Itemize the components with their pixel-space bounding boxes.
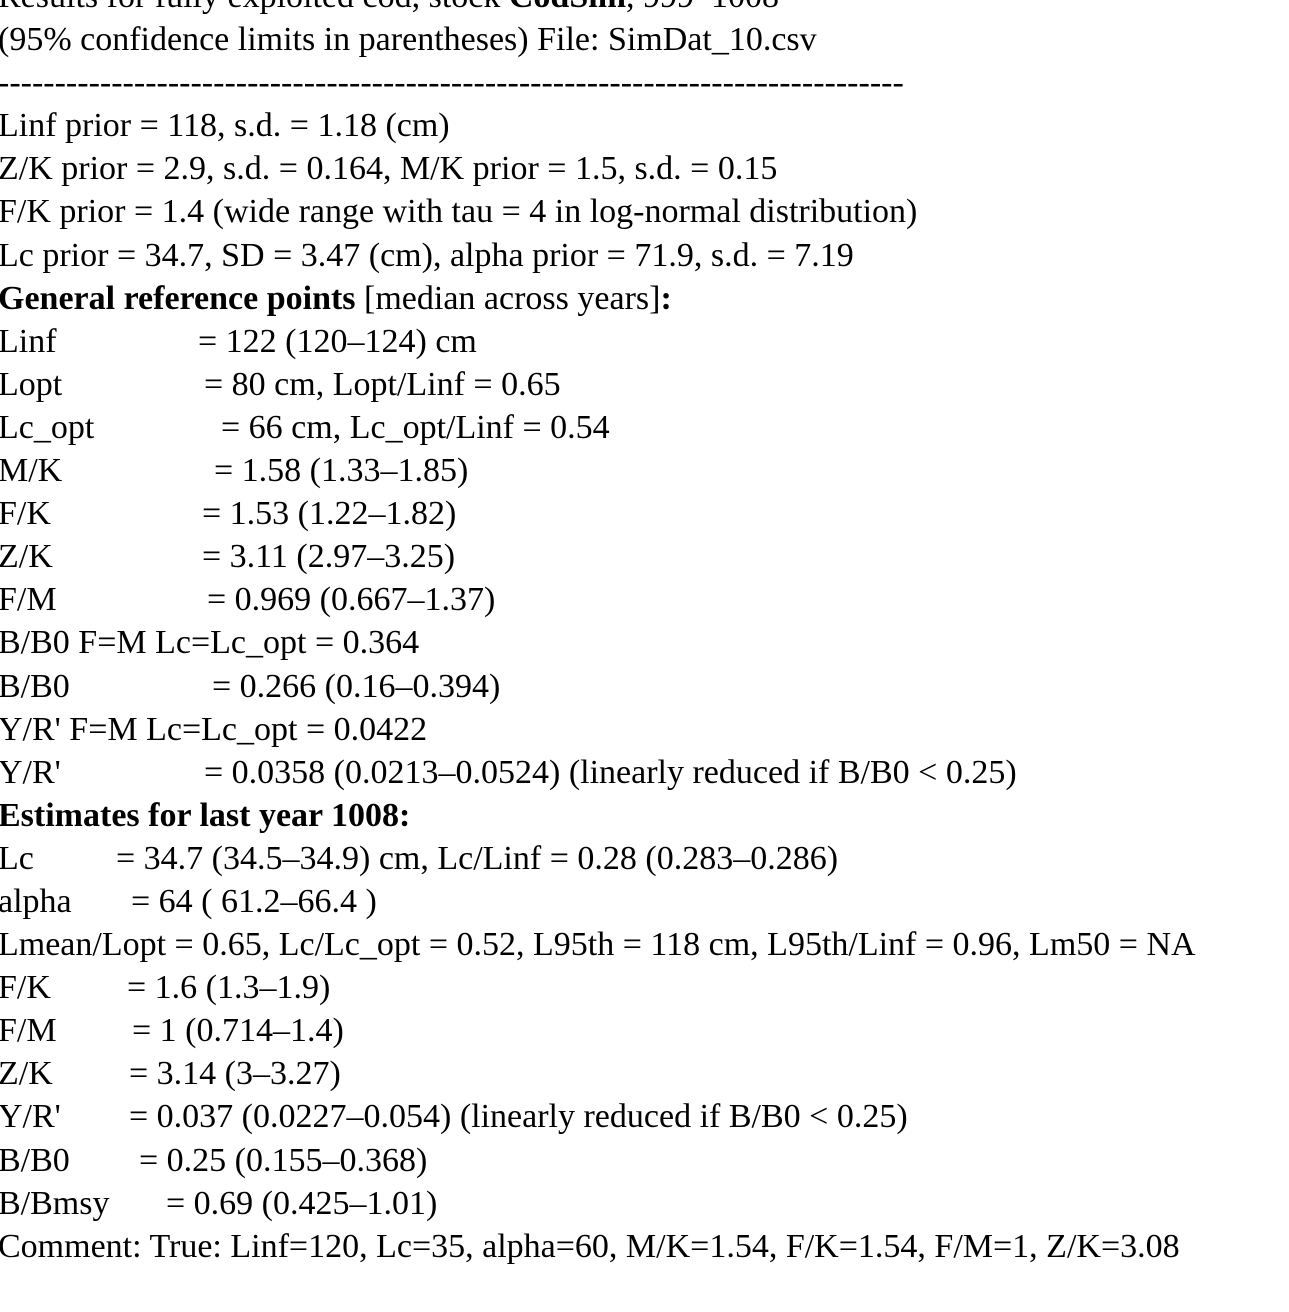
general-row-fm: F/M = 0.969 (0.667–1.37) — [0, 578, 1289, 621]
last-year-heading-text: Estimates for last year 1008: — [0, 796, 411, 834]
row-value: = 0.037 (0.0227–0.054) (linearly reduced… — [129, 1098, 908, 1136]
row-value: = 1 (0.714–1.4) — [132, 1012, 344, 1050]
row-label: Z/K — [0, 1055, 53, 1093]
results-document: Results for fully exploited cod, stock C… — [0, 0, 1289, 1265]
row-label: F/K — [0, 495, 51, 533]
separator: ----------------------------------------… — [0, 64, 904, 102]
last-row-fm: F/M = 1 (0.714–1.4) — [0, 1009, 1289, 1052]
last-row-alpha: alpha = 64 ( 61.2–66.4 ) — [0, 880, 1289, 923]
prior-zk-mk: Z/K prior = 2.9, s.d. = 0.164, M/K prior… — [0, 150, 778, 188]
row-label: Linf — [0, 322, 57, 360]
row-label: F/M — [0, 581, 57, 619]
row-label: Lc_opt — [0, 408, 95, 446]
row-label: Y/R' — [0, 1098, 61, 1136]
general-row-mk: M/K = 1.58 (1.33–1.85) — [0, 449, 1289, 492]
row-label: F/M — [0, 1012, 57, 1050]
year-range: , 999–1008 — [626, 0, 779, 15]
row-value: = 0.25 (0.155–0.368) — [139, 1141, 428, 1179]
row-label: Y/R' — [0, 753, 61, 791]
row-label: Lmean/Lopt = 0.65, Lc/Lc_opt = 0.52, L95… — [0, 926, 1196, 964]
last-row-zk: Z/K = 3.14 (3–3.27) — [0, 1052, 1289, 1095]
general-heading-note: [median across years] — [355, 279, 661, 317]
row-value: = 0.969 (0.667–1.37) — [207, 581, 496, 619]
last-row-lmean: Lmean/Lopt = 0.65, Lc/Lc_opt = 0.52, L95… — [0, 923, 1289, 966]
row-label: B/Bmsy — [0, 1184, 110, 1222]
row-value: = 122 (120–124) cm — [198, 322, 477, 360]
results-title: Results for fully exploited cod, stock C… — [0, 0, 1289, 18]
row-value: = 66 cm, Lc_opt/Linf = 0.54 — [221, 408, 610, 446]
row-label: F/K — [0, 969, 51, 1007]
last-row-bb0: B/B0 = 0.25 (0.155–0.368) — [0, 1139, 1289, 1182]
row-label: Y/R' F=M Lc=Lc_opt = 0.0422 — [0, 710, 428, 748]
row-value: = 1.6 (1.3–1.9) — [127, 969, 331, 1007]
row-value: = 1.53 (1.22–1.82) — [202, 495, 457, 533]
row-label: Z/K — [0, 538, 53, 576]
general-row-bb0: B/B0 = 0.266 (0.16–0.394) — [0, 665, 1289, 708]
row-value: = 80 cm, Lopt/Linf = 0.65 — [204, 365, 561, 403]
general-row-yr-ref: Y/R' F=M Lc=Lc_opt = 0.0422 — [0, 708, 1289, 751]
row-value: = 0.266 (0.16–0.394) — [212, 667, 501, 705]
last-row-lc: Lc = 34.7 (34.5–34.9) cm, Lc/Linf = 0.28 … — [0, 837, 1289, 880]
last-row-bbmsy: B/Bmsy = 0.69 (0.425–1.01) — [0, 1182, 1289, 1225]
row-label: B/B0 — [0, 667, 70, 705]
title-text: Results for fully exploited cod, stock — [0, 0, 509, 15]
row-value: = 1.58 (1.33–1.85) — [214, 452, 469, 490]
row-value: = 0.0358 (0.0213–0.0524) (linearly reduc… — [204, 753, 1017, 791]
row-label: M/K — [0, 452, 63, 490]
stock-name: CodSim — [509, 0, 626, 15]
subtitle: (95% confidence limits in parentheses) F… — [0, 21, 817, 59]
general-row-fk: F/K = 1.53 (1.22–1.82) — [0, 492, 1289, 535]
comment-line: Comment: True: Linf=120, Lc=35, alpha=60… — [0, 1227, 1180, 1265]
general-row-bb0-ref: B/B0 F=M Lc=Lc_opt = 0.364 — [0, 621, 1289, 664]
row-value: = 64 ( 61.2–66.4 ) — [131, 882, 377, 920]
general-row-lopt: Lopt = 80 cm, Lopt/Linf = 0.65 — [0, 363, 1289, 406]
general-row-lc-opt: Lc_opt = 66 cm, Lc_opt/Linf = 0.54 — [0, 406, 1289, 449]
row-value: = 34.7 (34.5–34.9) cm, Lc/Linf = 0.28 (0… — [116, 839, 839, 877]
row-label: Lopt — [0, 365, 63, 403]
prior-fk: F/K prior = 1.4 (wide range with tau = 4… — [0, 193, 918, 231]
last-row-fk: F/K = 1.6 (1.3–1.9) — [0, 966, 1289, 1009]
general-row-linf: Linf = 122 (120–124) cm — [0, 320, 1289, 363]
general-heading-bold: General reference points — [0, 279, 356, 317]
prior-linf: Linf prior = 118, s.d. = 1.18 (cm) — [0, 107, 450, 145]
general-row-yr: Y/R' = 0.0358 (0.0213–0.0524) (linearly r… — [0, 751, 1289, 794]
row-label: Lc — [0, 839, 34, 877]
row-value: = 0.69 (0.425–1.01) — [166, 1184, 438, 1222]
row-value: = 3.14 (3–3.27) — [129, 1055, 341, 1093]
last-year-heading: Estimates for last year 1008: — [0, 794, 1289, 837]
row-label: alpha — [0, 882, 72, 920]
row-label: B/B0 — [0, 1141, 70, 1179]
row-value: = 3.11 (2.97–3.25) — [202, 538, 456, 576]
prior-lc-alpha: Lc prior = 34.7, SD = 3.47 (cm), alpha p… — [0, 236, 854, 274]
general-row-zk: Z/K = 3.11 (2.97–3.25) — [0, 535, 1289, 578]
row-label: B/B0 F=M Lc=Lc_opt = 0.364 — [0, 624, 420, 662]
last-row-yr: Y/R' = 0.037 (0.0227–0.054) (linearly red… — [0, 1095, 1289, 1138]
general-heading: General reference points [median across … — [0, 277, 1289, 320]
general-heading-colon: : — [660, 279, 672, 317]
